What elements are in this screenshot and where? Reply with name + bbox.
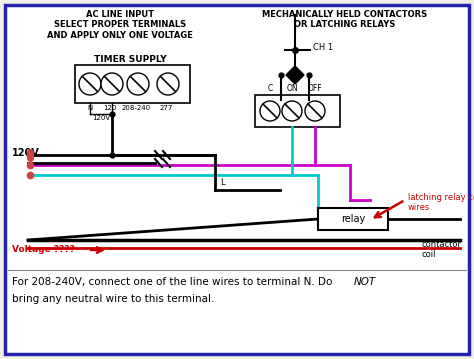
Text: 120: 120 <box>103 105 117 111</box>
Text: 208-240: 208-240 <box>121 105 151 111</box>
Text: MECHANICALLY HELD CONTACTORS
OR LATCHING RELAYS: MECHANICALLY HELD CONTACTORS OR LATCHING… <box>263 10 428 29</box>
Text: CH 1: CH 1 <box>313 43 333 52</box>
Text: contactor
coil: contactor coil <box>422 240 462 260</box>
Text: 277: 277 <box>159 105 173 111</box>
Bar <box>75 65 190 103</box>
Text: 120V: 120V <box>92 115 110 121</box>
Circle shape <box>282 101 302 121</box>
Text: L: L <box>220 178 225 187</box>
Bar <box>255 95 340 127</box>
Text: relay: relay <box>341 214 365 224</box>
Text: For 208-240V, connect one of the line wires to terminal N. Do: For 208-240V, connect one of the line wi… <box>12 277 336 287</box>
Bar <box>318 208 388 230</box>
Text: NOT: NOT <box>354 277 376 287</box>
Circle shape <box>305 101 325 121</box>
Text: Voltage ????: Voltage ???? <box>12 246 75 255</box>
Text: OFF: OFF <box>308 84 322 93</box>
Text: ON: ON <box>286 84 298 93</box>
Text: TIMER SUPPLY: TIMER SUPPLY <box>94 55 166 64</box>
Circle shape <box>79 73 101 95</box>
Circle shape <box>260 101 280 121</box>
Circle shape <box>157 73 179 95</box>
Text: C: C <box>267 84 273 93</box>
Text: N: N <box>87 105 92 111</box>
Text: bring any neutral wire to this terminal.: bring any neutral wire to this terminal. <box>12 294 214 304</box>
Text: AC LINE INPUT
SELECT PROPER TERMINALS
AND APPLY ONLY ONE VOLTAGE: AC LINE INPUT SELECT PROPER TERMINALS AN… <box>47 10 193 40</box>
Circle shape <box>101 73 123 95</box>
Text: latching relay coil
wires: latching relay coil wires <box>408 193 474 213</box>
Circle shape <box>127 73 149 95</box>
Polygon shape <box>286 66 304 84</box>
Text: 120V: 120V <box>12 148 40 158</box>
